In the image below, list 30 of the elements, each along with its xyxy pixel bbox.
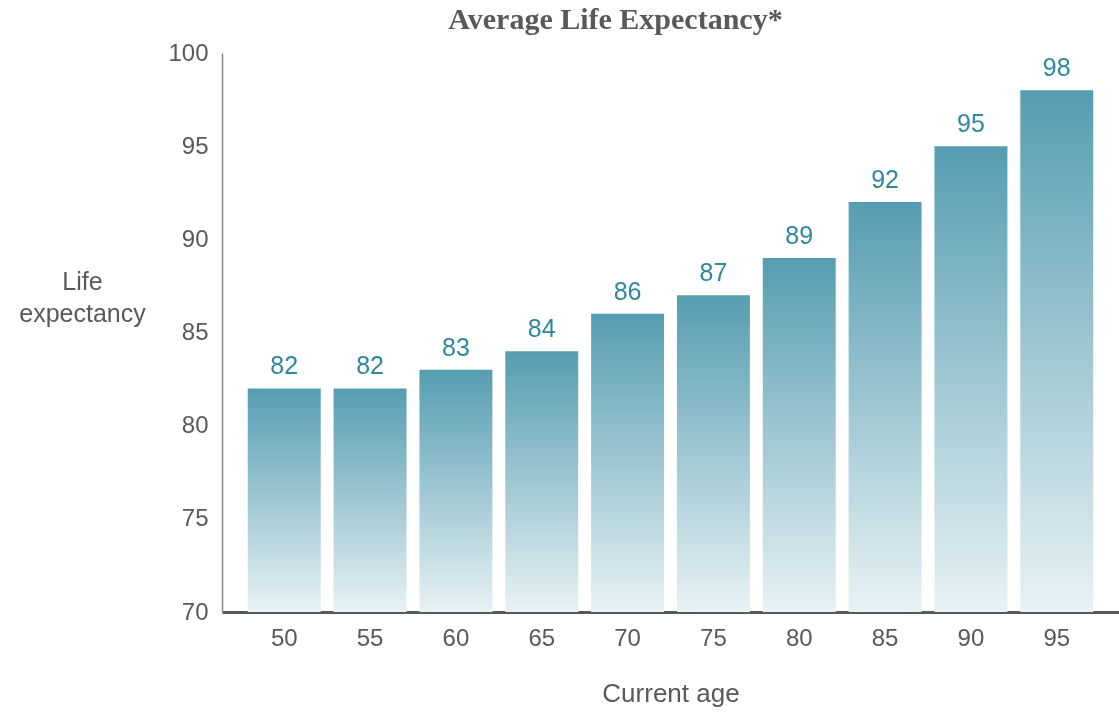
data-label: 89 (785, 220, 814, 249)
data-label: 92 (871, 165, 899, 194)
data-label: 95 (957, 109, 985, 138)
x-tick-label: 65 (528, 623, 556, 651)
data-label: 84 (527, 314, 556, 343)
x-tick-label: 95 (1043, 623, 1071, 651)
y-tick-label: 100 (168, 38, 209, 66)
x-tick-label: 70 (614, 623, 641, 651)
x-tick-label: 55 (356, 623, 384, 651)
y-axis-title: Life expectancy (19, 266, 147, 327)
data-label: 86 (613, 276, 642, 305)
y-tick-label: 80 (181, 411, 209, 439)
data-label: 83 (442, 332, 470, 361)
data-label: 98 (1042, 53, 1071, 82)
chart-title: Average Life Expectancy* (448, 2, 783, 35)
y-tick-label: 75 (181, 504, 209, 532)
y-tick-label: 90 (181, 224, 209, 252)
x-tick-label: 75 (700, 623, 727, 651)
data-label: 82 (270, 351, 299, 380)
x-tick-label: 60 (442, 623, 470, 651)
y-tick-label: 85 (181, 318, 209, 345)
x-tick-label: 90 (957, 623, 985, 651)
data-label: 82 (356, 351, 384, 380)
x-tick-label: 85 (871, 623, 899, 651)
x-tick-label: 50 (270, 623, 298, 651)
x-tick-label: 80 (785, 623, 813, 651)
x-axis-title: Current age (602, 677, 740, 708)
y-tick-label: 95 (181, 131, 209, 159)
data-label: 87 (699, 258, 728, 287)
y-tick-label: 70 (181, 597, 209, 625)
